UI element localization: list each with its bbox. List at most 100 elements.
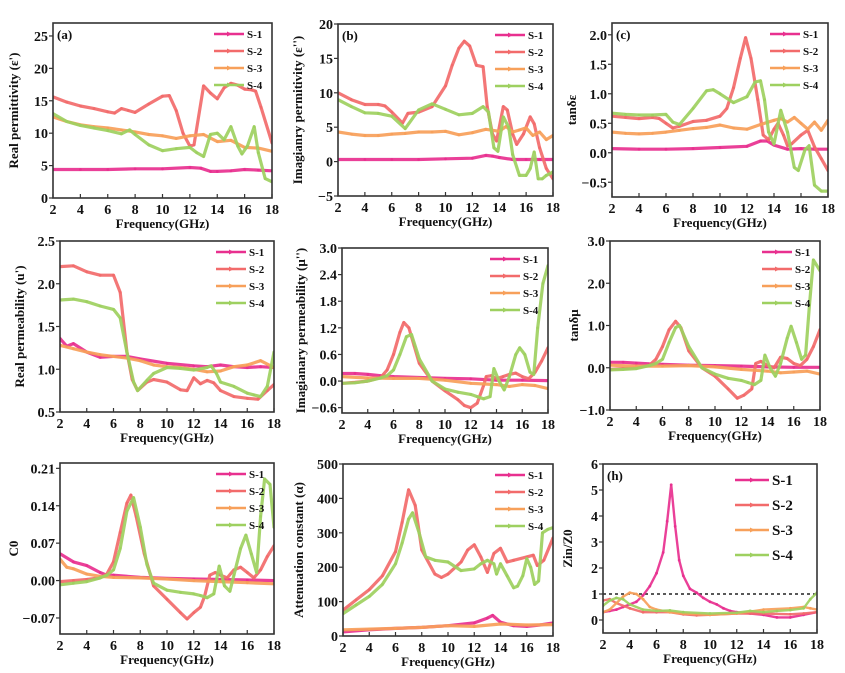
data-point-s-3 <box>608 608 612 611</box>
data-point-s-3 <box>511 130 515 134</box>
data-point-s-4 <box>529 565 533 569</box>
data-point-s-2 <box>540 359 543 363</box>
data-point-s-4 <box>664 113 668 116</box>
data-point-s-3 <box>533 384 537 387</box>
data-point-s-4 <box>705 89 708 93</box>
data-point-s-2 <box>430 105 434 108</box>
data-point-s-2 <box>628 606 632 610</box>
data-point-s-2 <box>492 552 496 555</box>
data-point-s-2 <box>732 86 735 90</box>
data-point-s-2 <box>495 139 498 143</box>
y-tick-label: 4 <box>591 510 598 525</box>
data-point-s-2 <box>398 330 402 334</box>
y-tick-label: 400 <box>317 492 338 507</box>
data-point-s-4 <box>265 385 269 388</box>
series-line-s-2 <box>60 264 274 401</box>
series-group <box>60 264 274 401</box>
data-point-s-2 <box>544 167 548 170</box>
data-point-s-2 <box>484 375 488 378</box>
data-point-s-4 <box>444 107 447 111</box>
data-point-s-3 <box>799 121 803 125</box>
data-point-s-1 <box>85 564 89 567</box>
data-point-s-2 <box>106 110 110 114</box>
data-point-s-2 <box>667 328 671 332</box>
x-tick-label: 16 <box>240 417 254 432</box>
data-point-s-2 <box>72 264 75 268</box>
data-point-s-1 <box>788 616 792 619</box>
panel-tag: (c) <box>616 27 630 42</box>
data-point-s-2 <box>167 94 171 97</box>
y-tick-label: 0.07 <box>31 537 56 552</box>
data-point-s-1 <box>245 366 249 369</box>
y-axis-label: Imagianary permeability (μ'') <box>293 248 308 414</box>
x-axis-label: Frequency(GHz) <box>120 430 214 445</box>
data-point-s-2 <box>245 571 249 574</box>
data-point-s-2 <box>674 319 677 323</box>
data-point-s-2 <box>376 103 380 106</box>
data-point-s-3 <box>138 576 142 580</box>
data-point-s-2 <box>726 387 730 391</box>
legend-marker-icon <box>227 82 232 88</box>
data-point-s-2 <box>654 357 658 361</box>
data-point-s-2 <box>456 398 460 402</box>
data-point-s-3 <box>259 359 262 363</box>
legend-marker-icon <box>775 266 780 272</box>
legend-marker-icon <box>508 32 513 38</box>
x-tick-label: 18 <box>267 417 281 432</box>
data-point-s-1 <box>661 551 665 554</box>
data-point-s-1 <box>722 606 725 610</box>
data-point-s-2 <box>265 555 269 558</box>
data-point-s-2 <box>199 382 202 386</box>
data-point-s-3 <box>98 353 102 357</box>
data-point-s-2 <box>754 362 758 365</box>
data-point-s-4 <box>711 88 715 92</box>
data-point-s-4 <box>700 366 704 370</box>
data-point-s-2 <box>413 503 417 507</box>
data-point-s-4 <box>446 560 450 564</box>
x-tick-label: 4 <box>364 418 371 433</box>
data-point-s-3 <box>112 355 115 358</box>
data-point-s-3 <box>417 130 420 134</box>
data-point-s-2 <box>212 381 216 385</box>
series-line-s-2 <box>343 488 553 612</box>
data-point-s-4 <box>516 584 519 588</box>
data-point-s-4 <box>718 92 722 96</box>
x-tick-label: 4 <box>636 202 643 217</box>
data-point-s-1 <box>715 603 719 606</box>
data-point-s-4 <box>748 609 752 613</box>
y-tick-label: 1.0 <box>588 320 606 335</box>
y-tick-label: 0.5 <box>38 406 56 421</box>
data-point-s-2 <box>392 353 395 356</box>
legend-label-s-1: S-1 <box>772 473 793 489</box>
data-point-s-4 <box>125 509 129 513</box>
data-point-s-2 <box>407 488 410 492</box>
data-point-s-2 <box>637 117 641 120</box>
y-tick-label: 0 <box>326 156 333 171</box>
data-point-s-4 <box>443 387 447 391</box>
data-point-s-1 <box>469 377 473 381</box>
x-tick-label: 16 <box>240 639 254 654</box>
legend-marker-icon <box>775 300 780 306</box>
y-tick-label: 10 <box>319 87 333 102</box>
series-group <box>342 264 548 410</box>
x-tick-label: 12 <box>730 638 744 653</box>
x-tick-label: 12 <box>740 202 754 217</box>
data-point-s-1 <box>745 144 749 148</box>
series-line-s-4 <box>343 511 553 616</box>
data-point-s-4 <box>487 110 490 114</box>
data-point-s-4 <box>808 597 812 601</box>
data-point-s-4 <box>353 381 357 385</box>
data-point-s-3 <box>779 371 782 375</box>
legend: S-1 S-2 S-3 S-4 <box>495 470 544 533</box>
x-tick-label: 10 <box>441 641 455 656</box>
data-point-s-2 <box>205 379 209 382</box>
legend-label-s-1: S-1 <box>247 29 262 41</box>
data-point-s-3 <box>85 572 89 576</box>
x-tick-label: 12 <box>187 639 201 654</box>
data-point-s-4 <box>246 144 249 148</box>
data-point-s-3 <box>443 378 447 382</box>
y-tick-label: 6 <box>591 458 598 473</box>
legend-label-s-2: S-2 <box>249 264 265 276</box>
x-tick-label: 8 <box>137 639 144 654</box>
data-point-s-1 <box>491 154 494 158</box>
